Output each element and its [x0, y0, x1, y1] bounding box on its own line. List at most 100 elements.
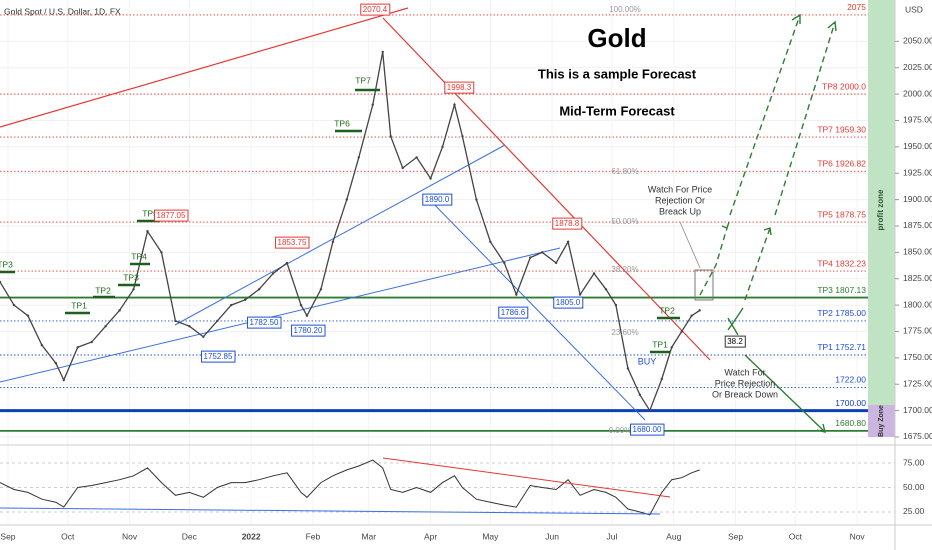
price-tag-box — [630, 423, 665, 436]
price-tag: 2070.4 — [363, 5, 388, 14]
subtitle: This is a sample Forecast — [538, 66, 697, 81]
trend-line — [382, 17, 711, 361]
y-tick-label: 1975.00 — [903, 115, 932, 125]
price-point — [243, 298, 247, 302]
price-point — [76, 346, 79, 349]
x-tick-label: Feb — [306, 531, 321, 541]
price-point — [648, 409, 652, 412]
price-point — [604, 288, 608, 291]
level-label: 2075 — [847, 2, 866, 12]
profit-zone — [868, 0, 895, 405]
price-tag: 1998.3 — [447, 83, 472, 92]
price-point — [345, 198, 349, 201]
price-point — [680, 330, 683, 333]
price-point — [118, 309, 121, 312]
tp-label: TP3 — [123, 272, 139, 282]
y-tick-label: 2025.00 — [903, 62, 932, 72]
profit-zone-label: profit zone — [876, 189, 885, 230]
tp-label: TP4 — [131, 251, 147, 261]
y-unit: USD — [905, 4, 923, 14]
price-point — [331, 240, 335, 244]
price-tag: 1877.05 — [157, 211, 186, 220]
tp-label: TP5 — [142, 208, 158, 218]
price-tag-box — [201, 350, 236, 363]
arrow-head — [791, 13, 801, 24]
y-tick-label: 1900.00 — [903, 194, 932, 204]
buy-zone-label: Buy Zone — [878, 405, 885, 437]
price-point — [188, 325, 191, 328]
arrow — [727, 307, 744, 331]
fib-label: 0.00% — [609, 426, 632, 435]
rsi-tick-label: 50.00 — [903, 482, 925, 492]
price-point — [441, 145, 444, 149]
note-up: Watch For Price — [648, 184, 712, 194]
x-tick-label: Sep — [0, 531, 15, 541]
tp-label: TP6 — [334, 118, 350, 128]
arrow — [727, 317, 739, 336]
price-point — [592, 272, 596, 275]
level-label: 1680.80 — [835, 418, 866, 428]
x-tick-label: Aug — [666, 531, 681, 541]
price-point — [40, 343, 44, 347]
x-tick-label: May — [482, 531, 499, 541]
price-tag: 1853.75 — [278, 238, 307, 247]
price-point — [174, 319, 177, 323]
arrow — [729, 14, 801, 216]
price-tag: 1780.20 — [294, 326, 323, 335]
callout-line — [679, 221, 701, 269]
y-tick-label: 2050.00 — [903, 36, 932, 46]
level-label: TP2 1785.00 — [817, 308, 866, 318]
trend-line — [0, 7, 409, 128]
x-tick-label: Oct — [789, 531, 803, 541]
rsi-tick-label: 25.00 — [903, 506, 925, 516]
price-point — [660, 377, 663, 381]
price-point — [12, 303, 16, 307]
price-point — [381, 50, 384, 54]
level-label: TP8 2000.0 — [822, 81, 866, 91]
arrow-head — [816, 423, 826, 433]
price-point — [90, 340, 93, 344]
rsi-pane: 25.00 50.00 75.00 — [0, 457, 925, 516]
note-up: Rejection Or — [655, 195, 705, 205]
fib-label: 100.00% — [609, 5, 641, 14]
price-tag-box — [275, 236, 310, 249]
price-tag: 1805.0 — [556, 298, 581, 307]
price-tag-box — [247, 316, 282, 329]
price-point — [305, 314, 309, 317]
note-up: Breack Up — [659, 206, 701, 216]
price-point — [62, 378, 65, 382]
x-tick-label: 2022 — [242, 531, 261, 541]
price-point — [299, 303, 303, 307]
price-point — [54, 361, 58, 365]
arrow-head — [827, 20, 837, 32]
rsi-trend — [382, 457, 671, 498]
price-point — [489, 240, 492, 244]
price-tag: 38.2 — [727, 337, 743, 346]
x-tick-label: Sep — [728, 531, 743, 541]
tp-label: TP1 — [71, 300, 87, 310]
tp-label: TP2 — [95, 285, 111, 295]
tp-label: TP1 — [652, 339, 668, 349]
price-point — [638, 393, 642, 396]
tp-label: TP3 — [0, 259, 13, 269]
price-point — [0, 280, 2, 284]
x-tick-label: Dec — [182, 531, 198, 541]
arrow-head — [721, 221, 730, 229]
level-label: 1700.00 — [835, 398, 866, 408]
x-tick-label: Jun — [545, 531, 559, 541]
fib-label: 23.60% — [611, 328, 638, 337]
price-tags: 2070.4 1998.3 1877.05 1853.75 1878.8 189… — [154, 3, 746, 436]
arrow — [699, 227, 728, 296]
x-tick-label: Nov — [122, 531, 138, 541]
price-point — [132, 288, 135, 291]
price-point — [285, 261, 289, 265]
price-point — [160, 251, 163, 254]
price-tag-box — [154, 209, 189, 222]
forecast-arrows — [699, 13, 837, 433]
price-tag: 1680.00 — [633, 425, 662, 434]
price-point — [257, 288, 261, 291]
buy-zone — [868, 405, 895, 437]
chart-title: Gold Spot / U.S. Dollar, 1D, FX — [4, 6, 121, 16]
price-point — [503, 261, 506, 265]
price-point — [104, 325, 107, 328]
